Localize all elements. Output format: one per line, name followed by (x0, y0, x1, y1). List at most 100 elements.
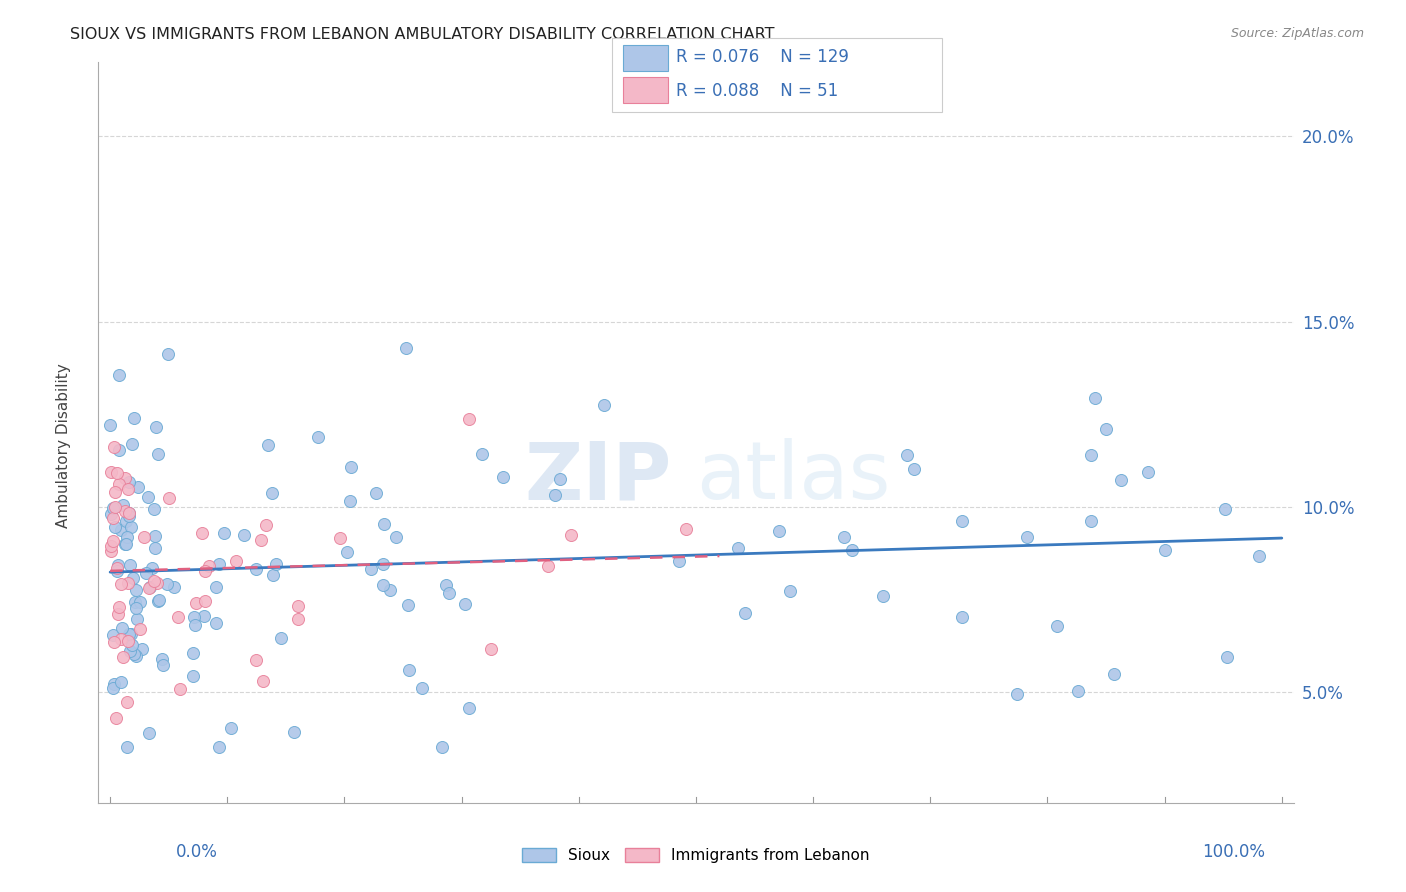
Point (101, 534, 124, 549)
Point (537, 559, 560, 574)
Point (117, 576, 139, 591)
Point (152, 657, 174, 672)
Point (122, 410, 145, 425)
Point (1136, 465, 1159, 479)
Text: 100.0%: 100.0% (1202, 843, 1265, 861)
Point (779, 583, 801, 598)
Point (134, 566, 156, 580)
Point (675, 522, 697, 536)
Point (103, 677, 125, 691)
Point (270, 631, 292, 645)
Point (193, 608, 215, 623)
Point (100, 507, 122, 521)
Point (103, 635, 125, 649)
Point (233, 528, 256, 542)
Point (183, 668, 205, 682)
Point (287, 599, 309, 614)
Point (114, 504, 136, 518)
Point (110, 523, 132, 537)
Point (364, 486, 387, 500)
Point (104, 711, 127, 725)
Point (127, 479, 149, 493)
Point (1247, 549, 1270, 563)
Point (118, 508, 141, 523)
Point (1046, 619, 1069, 633)
Point (727, 541, 749, 555)
Point (245, 653, 267, 667)
Point (132, 530, 155, 544)
Point (872, 589, 894, 603)
Point (453, 598, 475, 612)
Point (145, 419, 167, 434)
Point (283, 725, 305, 739)
Point (457, 701, 479, 715)
Point (127, 612, 149, 626)
Point (307, 430, 329, 444)
Point (103, 440, 125, 454)
Point (1080, 514, 1102, 528)
Point (139, 580, 162, 594)
Point (249, 533, 271, 548)
Point (208, 558, 231, 572)
Point (1102, 666, 1125, 681)
Text: SIOUX VS IMMIGRANTS FROM LEBANON AMBULATORY DISABILITY CORRELATION CHART: SIOUX VS IMMIGRANTS FROM LEBANON AMBULAT… (70, 27, 775, 42)
Point (101, 628, 124, 642)
Point (360, 562, 382, 576)
Point (110, 577, 132, 591)
Point (112, 649, 135, 664)
Point (108, 442, 131, 457)
Point (896, 448, 918, 462)
Point (122, 571, 145, 585)
Point (148, 447, 170, 461)
Point (841, 543, 863, 558)
Point (252, 673, 274, 688)
Point (457, 411, 479, 425)
Point (138, 581, 160, 595)
Point (373, 517, 395, 532)
Point (340, 460, 363, 475)
Point (101, 511, 124, 525)
Point (395, 341, 418, 355)
Point (121, 437, 143, 451)
Point (167, 610, 190, 624)
Point (121, 638, 143, 652)
Point (115, 695, 138, 709)
Point (131, 642, 153, 657)
Point (115, 514, 138, 528)
Point (148, 592, 170, 607)
Point (117, 633, 139, 648)
Point (120, 558, 142, 572)
Point (107, 607, 129, 621)
Point (225, 554, 247, 568)
Point (98, 417, 121, 432)
Point (101, 681, 124, 696)
Point (592, 398, 614, 412)
Point (105, 561, 128, 575)
Point (107, 477, 129, 491)
Point (156, 576, 179, 591)
Point (118, 643, 141, 657)
Point (396, 599, 419, 613)
Point (212, 525, 235, 540)
Point (411, 681, 433, 696)
Point (1066, 683, 1088, 698)
Point (136, 490, 159, 504)
Point (378, 582, 401, 597)
Point (398, 663, 420, 677)
Point (903, 462, 925, 476)
Point (950, 609, 973, 624)
Point (128, 622, 150, 636)
Point (287, 612, 309, 626)
Point (950, 514, 973, 528)
Point (100, 465, 122, 479)
Point (111, 621, 134, 635)
Point (150, 651, 173, 665)
Point (208, 740, 231, 755)
Point (190, 526, 212, 541)
Point (115, 740, 138, 755)
Point (256, 438, 278, 452)
Point (143, 574, 166, 588)
Text: Source: ZipAtlas.com: Source: ZipAtlas.com (1230, 27, 1364, 40)
Point (104, 520, 127, 534)
Point (114, 537, 136, 551)
